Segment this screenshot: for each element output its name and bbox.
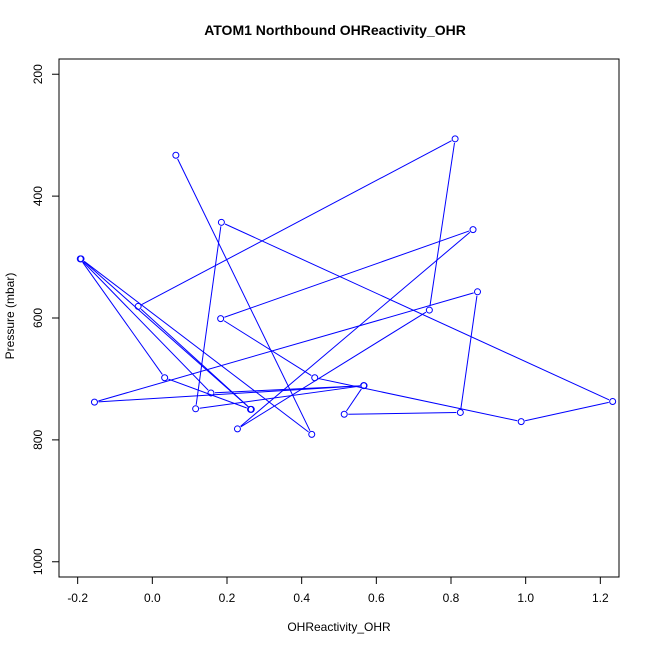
data-point: [340, 410, 348, 418]
chart-title: ATOM1 Northbound OHReactivity_OHR: [204, 22, 466, 38]
y-tick-label: 1000: [31, 548, 45, 575]
data-point: [192, 405, 200, 413]
data-point: [517, 418, 525, 426]
series-segment: [83, 260, 309, 433]
series-segment: [223, 320, 312, 377]
x-tick-label: 0.6: [368, 591, 385, 605]
data-point: [311, 374, 319, 382]
data-point: [233, 425, 241, 433]
data-point: [76, 255, 84, 263]
data-point: [161, 374, 169, 382]
x-tick-label: 0.8: [443, 591, 460, 605]
data-point: [469, 226, 477, 234]
x-tick-label: 0.0: [144, 591, 161, 605]
series-segment: [83, 261, 249, 408]
series-segment: [460, 295, 478, 409]
plot-frame: [58, 58, 620, 578]
series-segment: [346, 388, 362, 412]
data-point: [90, 398, 98, 406]
series-segment: [177, 158, 311, 432]
series-segment: [98, 385, 361, 403]
y-tick-label: 600: [31, 308, 45, 328]
data-point: [247, 405, 255, 413]
data-point: [134, 302, 142, 310]
x-axis-label: OHReactivity_OHR: [287, 620, 391, 634]
data-point: [207, 389, 215, 397]
series-segment: [348, 412, 457, 415]
series-segment: [240, 311, 427, 428]
y-axis: 200 400 600 800 1000: [31, 64, 60, 575]
series-segment: [318, 378, 518, 422]
x-tick-label: 0.4: [293, 591, 310, 605]
data-point: [609, 397, 617, 405]
series-segment: [214, 385, 361, 394]
x-tick-label: 0.2: [219, 591, 236, 605]
y-axis-label: Pressure (mbar): [3, 273, 17, 360]
data-point: [360, 382, 368, 390]
data-point: [456, 408, 464, 416]
data-point: [217, 218, 225, 226]
x-tick-label: 1.2: [592, 591, 609, 605]
x-tick-label: 1.0: [517, 591, 534, 605]
y-tick-label: 800: [31, 430, 45, 450]
y-tick-label: 200: [31, 64, 45, 84]
data-point: [474, 288, 482, 296]
series-segment: [524, 401, 609, 422]
series-segment: [82, 261, 209, 391]
series-segment: [199, 385, 360, 409]
series-segment: [140, 308, 249, 408]
y-tick-label: 400: [31, 186, 45, 206]
series-segment: [240, 231, 471, 427]
data-point: [425, 306, 433, 314]
series-segment: [224, 230, 470, 318]
x-axis: -0.2 0.0 0.2 0.4 0.6 0.8 1.0 1.2: [67, 576, 609, 605]
series-segment: [141, 140, 452, 305]
data-point: [451, 135, 459, 143]
x-tick-label: -0.2: [67, 591, 88, 605]
series-segment: [195, 226, 222, 405]
series-segment: [98, 292, 474, 402]
data-point: [308, 430, 316, 438]
data-series: [76, 135, 617, 438]
series-segment: [82, 261, 163, 375]
series-segment: [429, 142, 456, 307]
data-point: [172, 151, 180, 159]
series-segment: [224, 223, 610, 401]
data-point: [217, 315, 225, 323]
